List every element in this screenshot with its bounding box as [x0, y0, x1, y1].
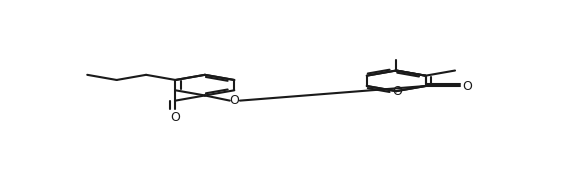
Text: O: O — [392, 85, 402, 98]
Text: O: O — [170, 111, 181, 125]
Text: O: O — [229, 94, 239, 107]
Text: O: O — [462, 79, 473, 93]
